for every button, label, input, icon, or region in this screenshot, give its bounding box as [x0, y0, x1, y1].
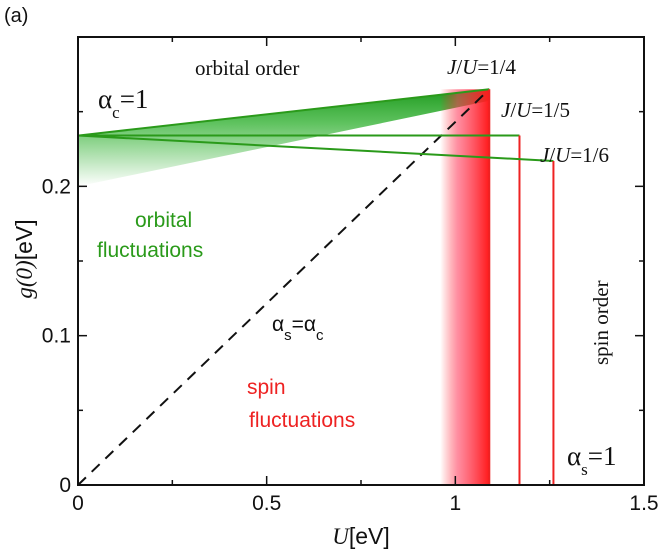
- orbital-fluctuations-line-1: orbital: [135, 209, 192, 232]
- x-tick-label: 0.5: [252, 492, 281, 515]
- spin-fluctuations-label: spin fluctuations: [247, 376, 355, 432]
- orbital-boundary-1: [77, 88, 490, 137]
- x-axis-title: U[eV]: [332, 523, 390, 549]
- boundary-label-2: J/U=1/5: [501, 98, 570, 122]
- diagonal-label: αs=αc: [272, 313, 324, 344]
- orbital-fluctuation-region: [78, 89, 490, 187]
- y-tick-label: 0.2: [42, 175, 71, 198]
- orbital-boundary-3: [77, 134, 554, 162]
- orbital-fluctuations-label: orbital fluctuations: [97, 209, 203, 262]
- alpha-c-label: αc=1: [98, 84, 148, 122]
- orbital-order-label: orbital order: [195, 56, 299, 80]
- panel-label: (a): [4, 5, 28, 27]
- diagonal-alpha-s-equals-alpha-c: [77, 88, 490, 486]
- orbital-fluctuations-line-2: fluctuations: [97, 239, 203, 262]
- y-tick-label: 0.1: [42, 325, 71, 348]
- boundary-label-3: J/U=1/6: [540, 143, 609, 167]
- spin-fluctuations-line-2: fluctuations: [249, 409, 355, 432]
- spin-fluctuation-region: [440, 89, 490, 485]
- spin-order-label: spin order: [589, 280, 613, 365]
- boundary-label-1: J/U=1/4: [447, 55, 517, 79]
- x-tick-label: 1.5: [629, 492, 658, 515]
- x-tick-label: 0: [72, 492, 84, 515]
- spin-fluctuations-line-1: spin: [247, 376, 286, 399]
- alpha-s-label: αs=1: [567, 441, 617, 479]
- y-tick-label: 0: [59, 474, 71, 497]
- y-axis-title: g(0)[eV]: [11, 219, 37, 298]
- x-tick-label: 1: [449, 492, 461, 515]
